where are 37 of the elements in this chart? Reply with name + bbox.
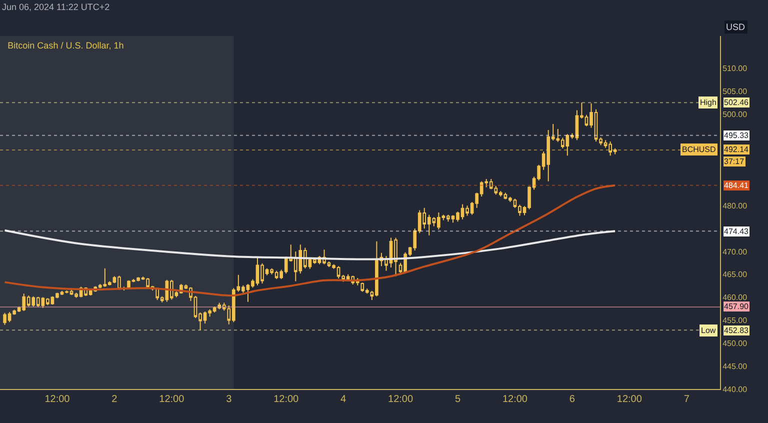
x-tick-label: 12:00: [44, 394, 70, 405]
x-tick-label: 6: [569, 394, 576, 405]
x-tick-label: 5: [454, 394, 461, 405]
y-tick-label: 470.00: [722, 247, 748, 256]
annotation: 37:17: [724, 157, 745, 166]
x-tick-label: 12:00: [616, 394, 642, 405]
y-tick-label: 455.00: [722, 316, 748, 326]
ref-line-label: 484.41: [724, 181, 750, 190]
annotation: Low: [701, 326, 716, 335]
y-tick-label: 460.00: [722, 293, 748, 302]
x-tick-label: 2: [112, 394, 118, 405]
ref-line-label: 492.14: [724, 145, 750, 154]
x-tick-label: 12:00: [502, 394, 528, 405]
ref-line-label: 474.43: [724, 227, 750, 236]
annotation: High: [700, 98, 716, 107]
text: Bitcoin Cash / U.S. Dollar, 1h: [8, 40, 124, 51]
ref-line-label: 457.90: [724, 302, 750, 311]
ref-line-label: 502.46: [724, 98, 750, 107]
x-tick-label: 12:00: [159, 394, 185, 405]
ref-line-label: 495.33: [724, 131, 750, 140]
ref-line-label: 452.83: [724, 326, 750, 335]
x-tick-label: 12:00: [388, 394, 414, 405]
x-tick-label: 12:00: [274, 394, 300, 405]
y-tick-label: 440.00: [722, 384, 748, 394]
y-tick-label: 480.00: [722, 201, 748, 210]
y-axis-title: USD: [726, 22, 746, 32]
chart-subtitle: Jun 06, 2024 11:22 UTC+2: [2, 2, 110, 12]
y-tick-label: 465.00: [722, 270, 748, 280]
x-tick-label: 3: [226, 394, 232, 405]
y-tick-label: 510.00: [722, 64, 748, 73]
y-tick-label: 450.00: [722, 338, 748, 348]
y-tick-label: 505.00: [722, 86, 748, 96]
y-tick-label: 445.00: [722, 362, 748, 371]
x-tick-label: 4: [340, 394, 347, 405]
x-tick-label: 7: [684, 394, 690, 405]
y-tick-label: 500.00: [722, 110, 748, 119]
annotation: BCHUSD: [682, 145, 716, 154]
